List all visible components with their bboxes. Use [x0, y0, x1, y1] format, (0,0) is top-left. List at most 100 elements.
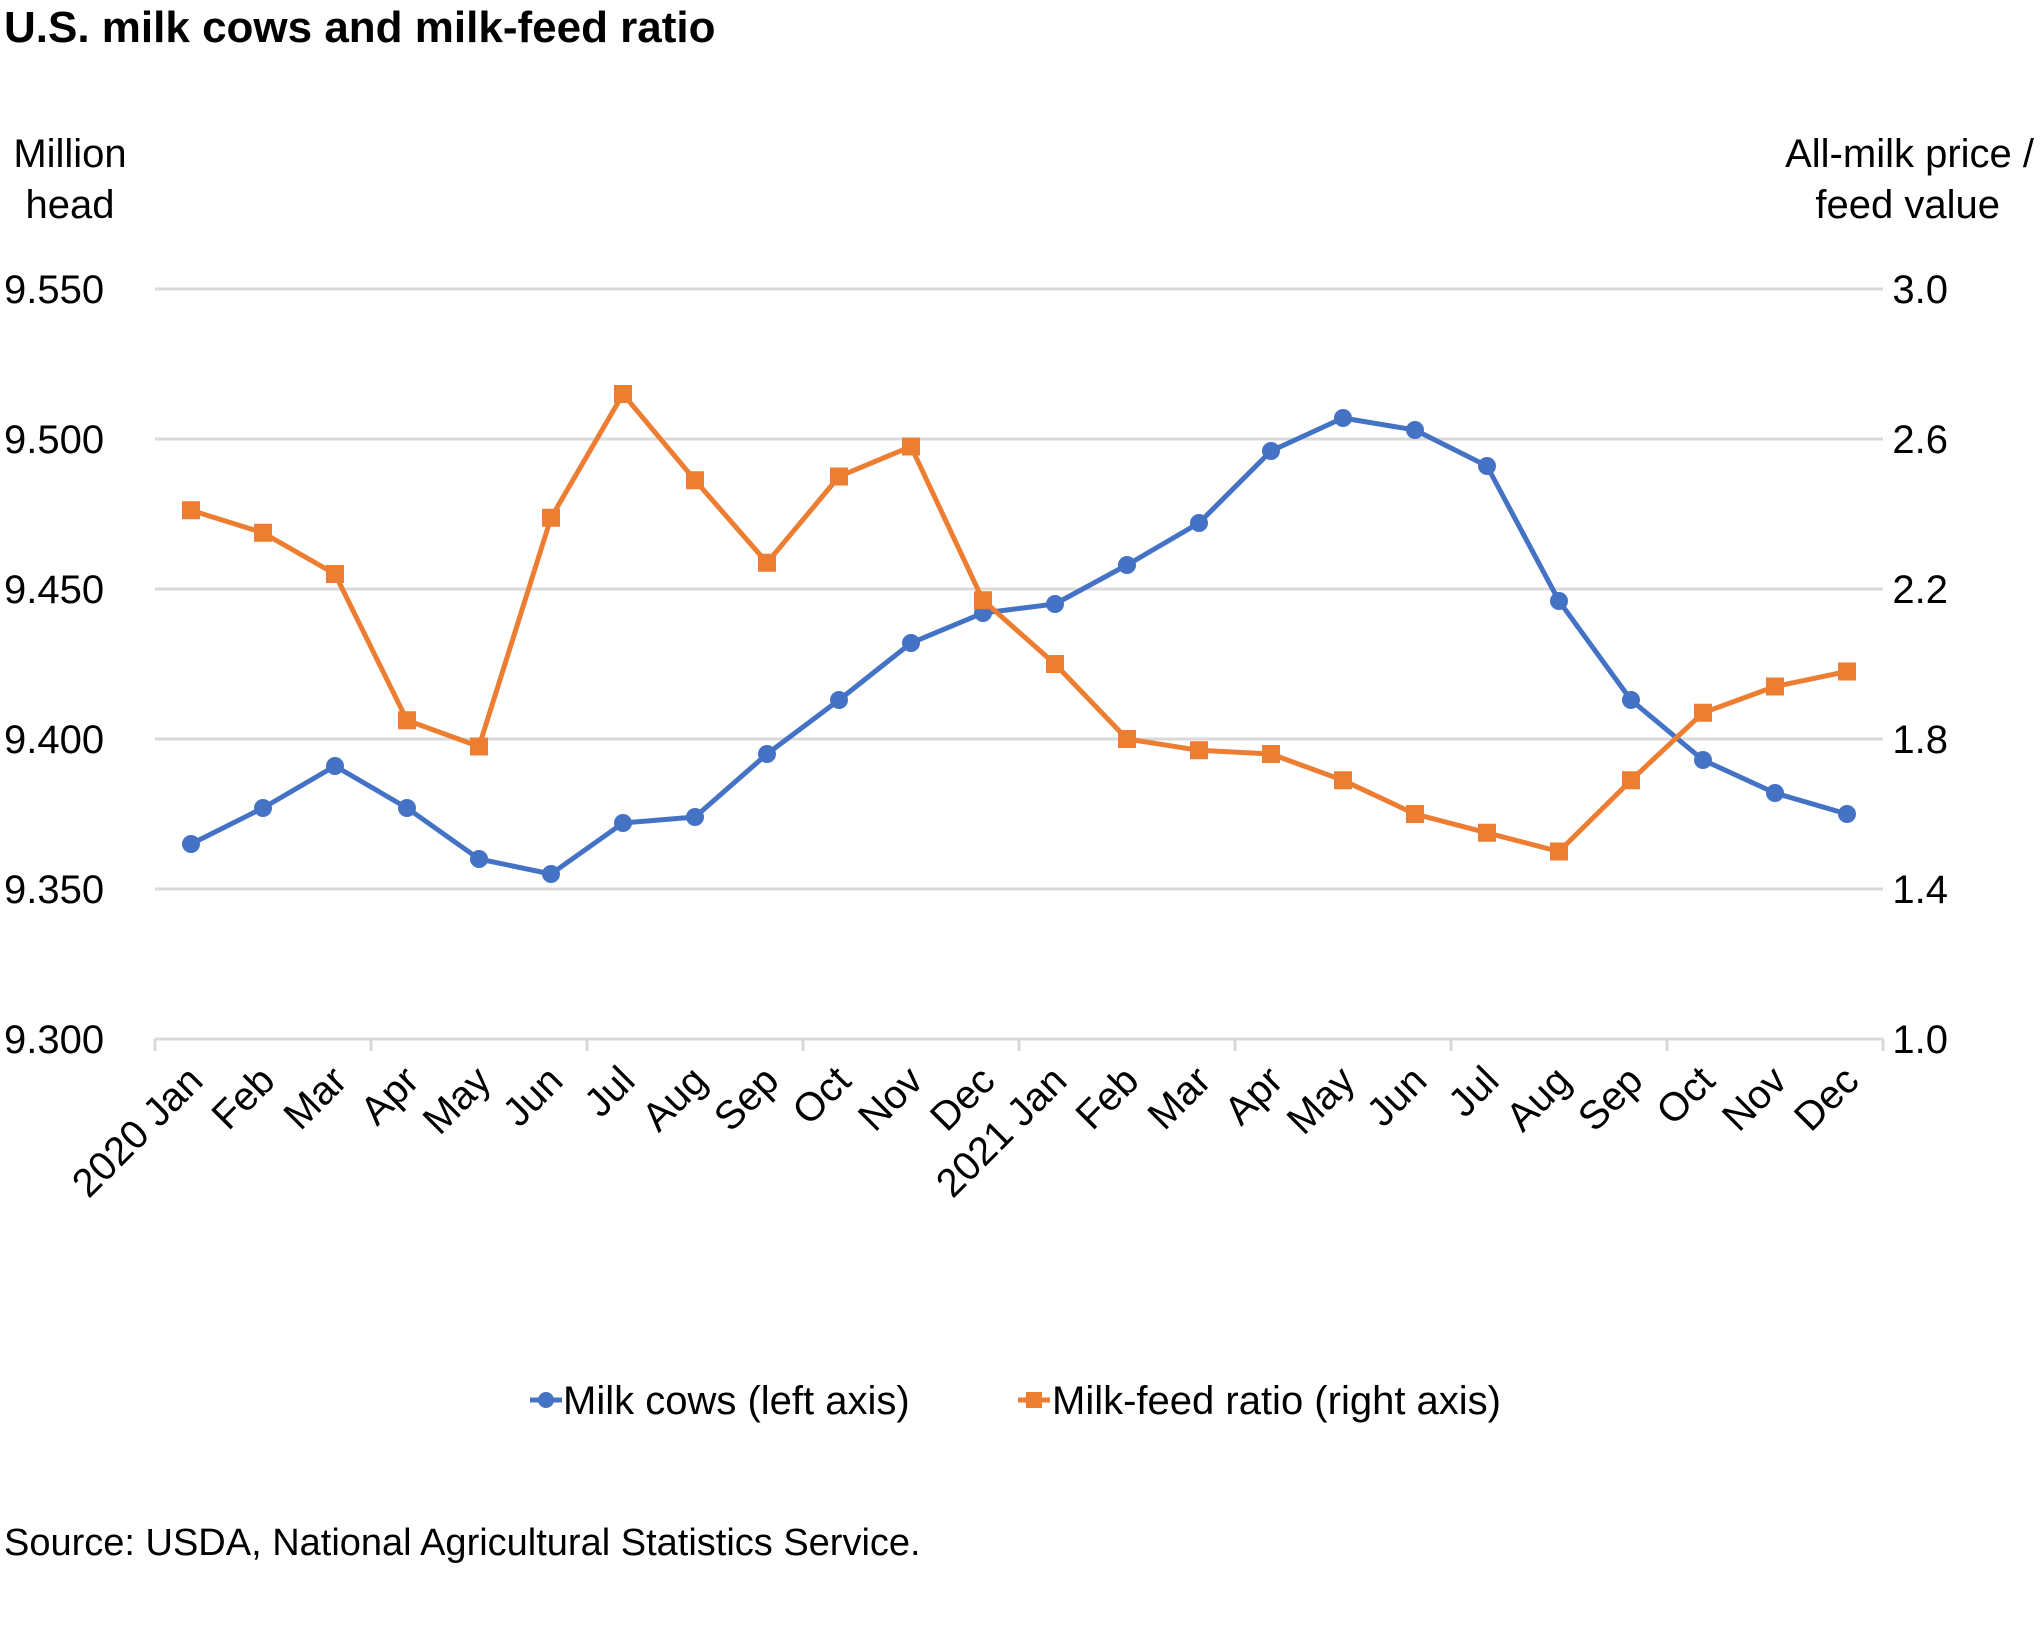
x-axis-tick-label: Feb [204, 1058, 284, 1138]
data-point [1118, 730, 1136, 748]
data-point [686, 808, 704, 826]
x-axis-tick-label: Nov [1714, 1058, 1795, 1139]
data-point [1766, 784, 1784, 802]
x-axis-tick-label: Nov [850, 1058, 931, 1139]
data-point [470, 850, 488, 868]
data-point [614, 814, 632, 832]
data-point [326, 565, 344, 583]
left-axis-ticks: 9.300 9.350 9.400 9.450 9.500 9.550 [4, 268, 104, 1062]
data-point [254, 799, 272, 817]
data-point [830, 691, 848, 709]
data-point [1838, 662, 1856, 681]
x-axis-tick-label: Mar [276, 1058, 356, 1138]
x-axis-tick-label: Dec [1786, 1058, 1867, 1139]
left-axis-tick-label: 9.550 [4, 268, 104, 312]
x-axis-tick-label: Oct [784, 1058, 859, 1133]
data-point [902, 634, 920, 652]
x-axis-tick-label: May [1279, 1058, 1364, 1143]
x-axis-tick-label: Sep [1570, 1058, 1651, 1139]
x-axis-tick-label: May [415, 1058, 500, 1143]
data-point [1838, 805, 1856, 823]
data-point [1190, 514, 1208, 532]
right-axis-tick-label: 1.0 [1892, 1018, 1948, 1062]
data-point [542, 508, 560, 527]
legend-marker-milk-feed-ratio [1026, 1392, 1042, 1408]
x-axis-tick-label: Aug [634, 1058, 715, 1139]
data-point [1046, 655, 1064, 673]
right-axis-title-line2: feed value [1815, 183, 2000, 227]
data-point [1118, 556, 1136, 574]
x-axis-tick-label: Mar [1140, 1058, 1220, 1138]
x-axis-tick-label: Apr [1216, 1058, 1291, 1133]
right-axis-tick-label: 1.4 [1892, 868, 1948, 912]
gridlines [155, 287, 1883, 891]
data-point [182, 835, 200, 853]
data-point [686, 471, 704, 490]
x-axis-tick-label: Feb [1068, 1058, 1148, 1138]
left-axis-tick-label: 9.350 [4, 868, 104, 912]
data-point [1406, 421, 1424, 439]
data-point [1766, 677, 1784, 696]
data-point [830, 467, 848, 486]
data-point [758, 553, 776, 572]
data-point [1046, 595, 1064, 613]
x-axis-tick-label: Aug [1498, 1058, 1579, 1139]
data-point [1694, 751, 1712, 769]
right-axis-tick-label: 1.8 [1892, 718, 1948, 762]
data-point [1622, 771, 1640, 790]
data-point [398, 799, 416, 817]
x-axis-tick-label: Apr [352, 1058, 427, 1133]
left-axis-title-line1: Million [13, 132, 126, 176]
data-point [1550, 842, 1568, 861]
data-point [1334, 409, 1352, 427]
data-point [1262, 442, 1280, 460]
data-point [758, 745, 776, 763]
left-axis-title-line2: head [26, 183, 115, 227]
data-point [1478, 457, 1496, 475]
series-milk-feed-ratio [182, 385, 1856, 861]
data-point [974, 591, 992, 610]
data-point [1406, 805, 1424, 823]
data-point [182, 501, 200, 520]
source-note: Source: USDA, National Agricultural Stat… [4, 1522, 921, 1564]
data-point [1190, 741, 1208, 760]
series-milk-cows [182, 409, 1856, 883]
left-axis-tick-label: 9.500 [4, 418, 104, 462]
data-point [1694, 703, 1712, 722]
data-point [1478, 823, 1496, 842]
legend-label-milk-feed-ratio: Milk-feed ratio (right axis) [1052, 1379, 1501, 1423]
series-line [188, 391, 1850, 854]
data-point [1334, 771, 1352, 790]
data-point [398, 711, 416, 730]
x-axis-tick-label: Sep [706, 1058, 787, 1139]
legend-marker-milk-cows [538, 1392, 554, 1408]
legend-item-milk-feed-ratio: Milk-feed ratio (right axis) [1018, 1379, 1501, 1423]
left-axis-tick-label: 9.450 [4, 568, 104, 612]
left-axis-tick-label: 9.400 [4, 718, 104, 762]
left-axis-tick-label: 9.300 [4, 1018, 104, 1062]
data-point [1622, 691, 1640, 709]
data-point [1262, 745, 1280, 763]
data-point [902, 437, 920, 456]
data-point [614, 385, 632, 403]
data-point [470, 737, 488, 756]
x-axis-tick-label: Jun [495, 1058, 572, 1135]
x-axis-tick-label: Jul [576, 1058, 643, 1125]
legend-item-milk-cows: Milk cows (left axis) [530, 1379, 910, 1423]
x-axis-tick-label: Jul [1440, 1058, 1507, 1125]
chart-title: U.S. milk cows and milk-feed ratio [4, 3, 716, 52]
legend-label-milk-cows: Milk cows (left axis) [563, 1379, 910, 1423]
data-point [1550, 592, 1568, 610]
data-point [326, 757, 344, 775]
series-layer [182, 385, 1856, 883]
data-point [254, 523, 272, 542]
series-line [188, 415, 1850, 877]
x-axis-tick-label: Oct [1648, 1058, 1723, 1133]
right-axis-tick-label: 2.2 [1892, 568, 1948, 612]
legend: Milk cows (left axis) Milk-feed ratio (r… [530, 1379, 1501, 1423]
right-axis-title-line1: All-milk price / [1785, 132, 2035, 176]
right-axis-ticks: 1.0 1.4 1.8 2.2 2.6 3.0 [1892, 268, 1948, 1062]
right-axis-tick-label: 3.0 [1892, 268, 1948, 312]
